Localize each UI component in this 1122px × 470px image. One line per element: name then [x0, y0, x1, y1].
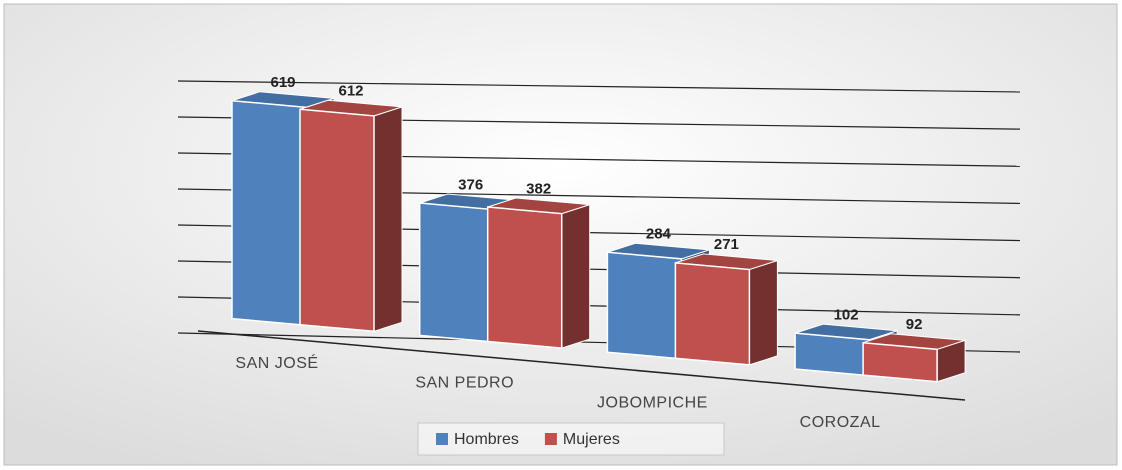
legend-label: Hombres	[454, 431, 519, 448]
value-label: 271	[714, 236, 739, 253]
bar-front	[418, 202, 495, 343]
bar-front	[862, 341, 938, 383]
x-tick-label: SAN JOSÉ	[235, 353, 318, 372]
value-label: 612	[338, 83, 363, 100]
legend-box	[417, 422, 725, 456]
legend: Hombres Mujeres	[436, 431, 620, 448]
floor-edge	[197, 330, 966, 401]
labels: 619 612 SAN JOSÉ 376 382 SAN PEDRO 284 271 JOBOM…	[235, 74, 922, 431]
x-tick-label: SAN PEDRO	[415, 375, 514, 392]
legend-swatch	[544, 433, 557, 445]
bar-front	[794, 332, 870, 377]
value-label: 376	[458, 176, 483, 193]
bar	[486, 197, 591, 349]
value-label: 284	[646, 226, 672, 243]
bar-front	[299, 108, 375, 333]
bars	[231, 91, 966, 383]
x-tick-label: COROZAL	[800, 414, 881, 431]
bar-front	[606, 251, 683, 360]
bar-front	[674, 262, 751, 366]
x-tick-label: JOBOMPICHE	[597, 394, 708, 411]
value-label: 102	[834, 306, 859, 323]
bar-side	[561, 203, 591, 349]
value-label: 92	[906, 316, 923, 333]
bar	[674, 253, 778, 366]
bar-side	[373, 106, 403, 332]
legend-label: Mujeres	[563, 431, 620, 448]
bar	[862, 333, 966, 383]
bar	[299, 99, 403, 333]
bar-side	[748, 259, 778, 366]
grid-line	[177, 80, 1021, 93]
bar-front	[486, 206, 563, 349]
value-label: 382	[526, 180, 551, 197]
value-label: 619	[270, 74, 295, 91]
bar-front	[231, 99, 307, 327]
legend-swatch	[436, 433, 448, 445]
